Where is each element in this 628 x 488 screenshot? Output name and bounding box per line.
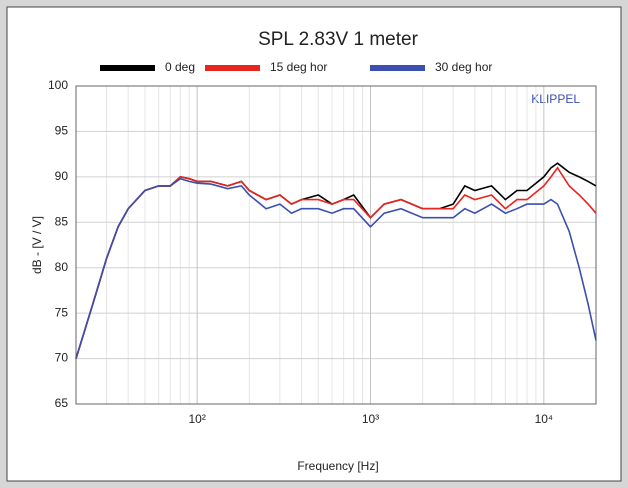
y-tick-label: 80 xyxy=(55,260,69,274)
legend-label: 0 deg xyxy=(165,60,195,74)
legend-label: 15 deg hor xyxy=(270,60,327,74)
y-tick-label: 90 xyxy=(55,169,69,183)
annotation: KLIPPEL xyxy=(531,92,580,106)
y-tick-label: 70 xyxy=(55,351,69,365)
panel xyxy=(6,6,622,482)
x-tick-label: 10⁴ xyxy=(535,412,554,426)
plot-border xyxy=(75,85,597,405)
y-tick-label: 75 xyxy=(55,305,69,319)
y-tick-label: 100 xyxy=(48,78,68,92)
y-tick-label: 65 xyxy=(55,396,69,410)
chart-title: SPL 2.83V 1 meter xyxy=(258,29,419,50)
x-tick-label: 10² xyxy=(188,412,205,426)
y-tick-label: 85 xyxy=(55,214,69,228)
legend-label: 30 deg hor xyxy=(435,60,492,74)
y-tick-label: 95 xyxy=(55,124,69,138)
series-line xyxy=(75,177,597,359)
y-axis-label: dB - [V / V] xyxy=(30,216,44,274)
x-tick-label: 10³ xyxy=(362,412,379,426)
x-axis-label: Frequency [Hz] xyxy=(297,459,378,473)
